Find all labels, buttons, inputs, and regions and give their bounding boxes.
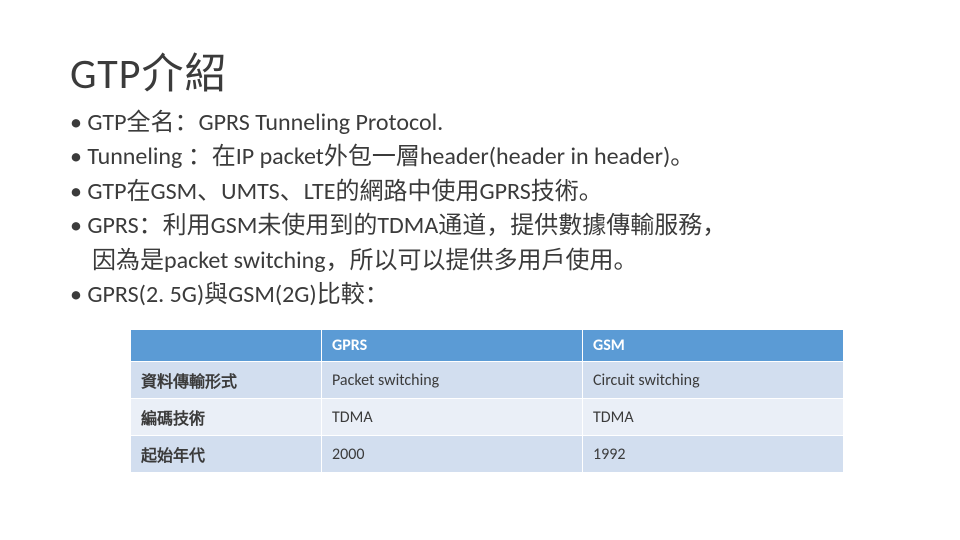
cell: TDMA (322, 399, 583, 436)
table-header-empty (131, 330, 322, 362)
table-row: 編碼技術 TDMA TDMA (131, 399, 844, 436)
cell: Circuit switching (583, 362, 844, 399)
table-row: 資料傳輸形式 Packet switching Circuit switchin… (131, 362, 844, 399)
bullet-item: • GPRS(2. 5G)與GSM(2G)比較： (70, 279, 890, 311)
bullet-item: • GPRS：利用GSM未使用到的TDMA通道，提供數據傳輸服務， (70, 210, 890, 242)
row-label: 編碼技術 (131, 399, 322, 436)
cell: 1992 (583, 436, 844, 473)
row-label: 資料傳輸形式 (131, 362, 322, 399)
cell: Packet switching (322, 362, 583, 399)
row-label: 起始年代 (131, 436, 322, 473)
bullet-item: • GTP全名：GPRS Tunneling Protocol. (70, 107, 890, 139)
bullet-item-continuation: 因為是packet switching，所以可以提供多用戶使用。 (92, 245, 890, 277)
table-row: 起始年代 2000 1992 (131, 436, 844, 473)
table-header-row: GPRS GSM (131, 330, 844, 362)
bullet-list: • GTP全名：GPRS Tunneling Protocol. • Tunne… (70, 107, 890, 311)
bullet-item: • GTP在GSM、UMTS、LTE的網路中使用GPRS技術。 (70, 176, 890, 208)
cell: 2000 (322, 436, 583, 473)
bullet-item: • Tunneling ：在IP packet外包一層header(header… (70, 141, 890, 173)
table-header-gprs: GPRS (322, 330, 583, 362)
cell: TDMA (583, 399, 844, 436)
comparison-table: GPRS GSM 資料傳輸形式 Packet switching Circuit… (130, 329, 844, 473)
slide-title: GTP介紹 (70, 40, 890, 101)
table-header-gsm: GSM (583, 330, 844, 362)
slide: GTP介紹 • GTP全名：GPRS Tunneling Protocol. •… (0, 0, 960, 473)
